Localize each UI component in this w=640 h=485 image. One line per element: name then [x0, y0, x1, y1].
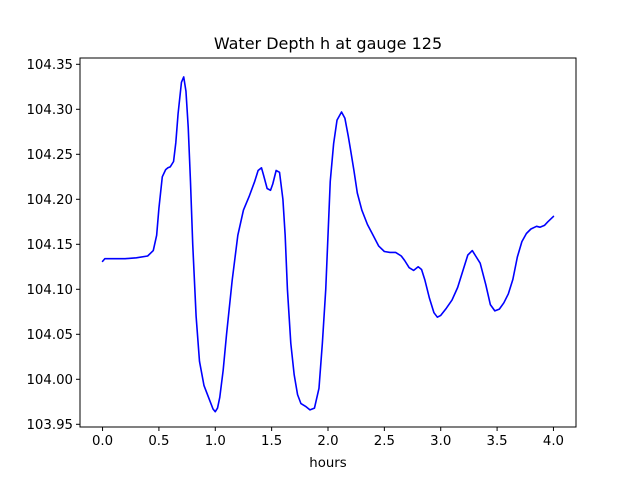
series-layer: [101, 76, 555, 413]
y-tick-label: 103.95: [26, 418, 73, 433]
y-tick-label: 104.35: [26, 58, 73, 73]
x-tick-label: 0.5: [148, 434, 169, 449]
y-tick-label: 104.00: [26, 373, 73, 388]
x-tick-label: 3.5: [487, 434, 508, 449]
chart-title: Water Depth h at gauge 125: [214, 34, 442, 53]
y-tick-label: 104.20: [26, 193, 73, 208]
x-tick-label: 3.0: [430, 434, 451, 449]
y-tick-label: 104.30: [26, 103, 73, 118]
plot-area-frame: [79, 57, 577, 428]
x-tick-label: 1.5: [261, 434, 282, 449]
y-tick-label: 104.05: [26, 328, 73, 343]
x-tick-label: 2.5: [374, 434, 395, 449]
x-axis-ticks: 0.0 0.5 1.0 1.5 2.0 2.5 3.0 3.5 4.0: [92, 427, 564, 449]
x-tick-label: 1.0: [205, 434, 226, 449]
y-tick-label: 104.10: [26, 283, 73, 298]
y-tick-label: 104.25: [26, 148, 73, 163]
x-tick-label: 2.0: [317, 434, 338, 449]
series-line-0: [101, 76, 555, 413]
y-axis-ticks: 103.95 104.00 104.05 104.10 104.15 104.20 104.…: [26, 58, 80, 433]
y-tick-label: 104.15: [26, 238, 73, 253]
x-tick-label: 0.0: [92, 434, 113, 449]
x-axis-label: hours: [309, 456, 346, 471]
x-tick-label: 4.0: [543, 434, 564, 449]
